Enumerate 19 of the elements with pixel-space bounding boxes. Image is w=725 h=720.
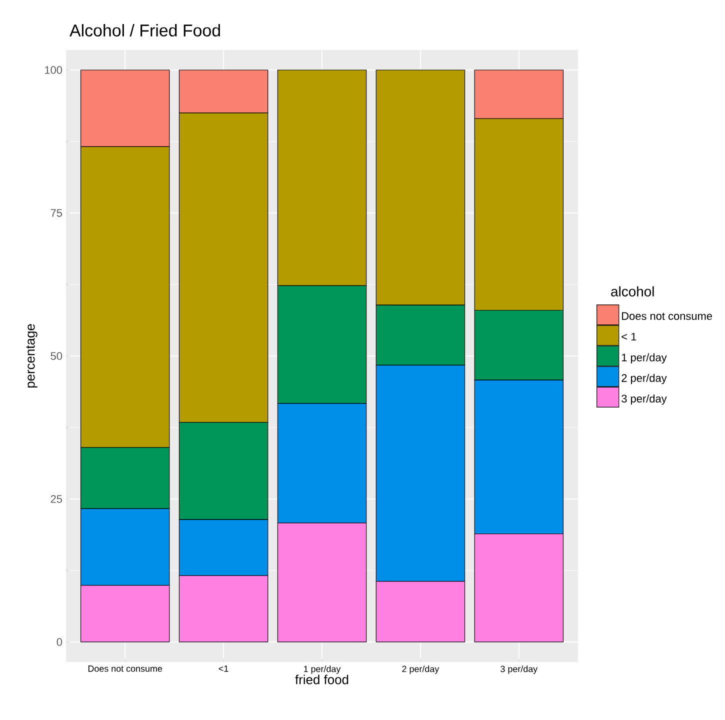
- chart-title: Alcohol / Fried Food: [70, 24, 220, 36]
- legend-label: < 1: [622, 332, 636, 340]
- legend-title: alcohol: [611, 286, 654, 296]
- y-tick-label: 100: [45, 66, 62, 74]
- legend-label: Does not consume: [622, 312, 712, 320]
- y-axis-title: percentage: [26, 324, 38, 388]
- y-tick-label: 0: [56, 638, 62, 646]
- y-tick-label: 50: [50, 352, 62, 360]
- x-tick-label: <1: [218, 666, 228, 672]
- x-tick-label: 3 per/day: [500, 666, 538, 674]
- legend-label: 1 per/day: [622, 353, 667, 364]
- legend-label: 2 per/day: [622, 374, 667, 384]
- y-tick-label: 75: [50, 209, 62, 217]
- x-axis-title: fried food: [295, 674, 348, 684]
- x-tick-label: Does not consume: [88, 666, 162, 672]
- legend-label: 3 per/day: [622, 394, 667, 405]
- x-tick-label: 2 per/day: [402, 666, 440, 674]
- y-tick-label: 25: [50, 495, 62, 503]
- x-tick-label: 1 per/day: [304, 666, 341, 674]
